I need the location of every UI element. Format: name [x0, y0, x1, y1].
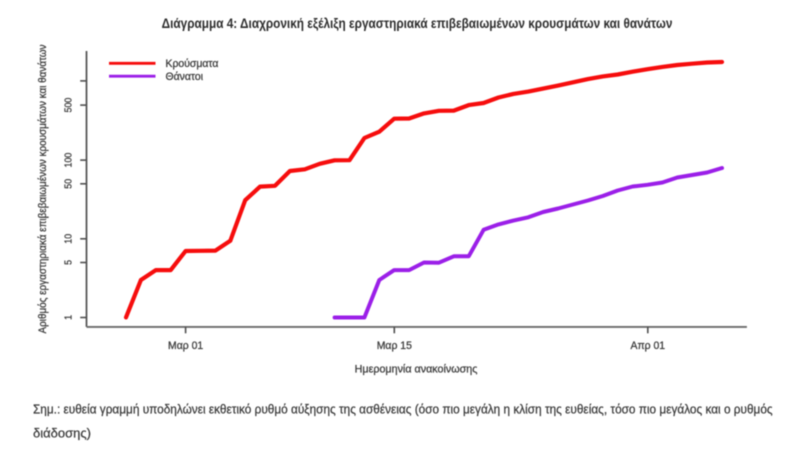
svg-text:5: 5	[63, 260, 75, 265]
svg-text:Απρ 01: Απρ 01	[630, 340, 665, 352]
svg-text:500: 500	[63, 98, 75, 113]
svg-text:10: 10	[63, 234, 75, 244]
svg-text:Θάνατοι: Θάνατοι	[166, 71, 204, 83]
svg-text:Μαρ 15: Μαρ 15	[377, 340, 412, 352]
svg-text:Αριθμός εργαστηριακά επιβεβαιω: Αριθμός εργαστηριακά επιβεβαιωμένων κρου…	[37, 45, 50, 334]
svg-text:100: 100	[63, 153, 75, 168]
svg-text:Σημ.: ευθεία γραμμή υποδηλώνει: Σημ.: ευθεία γραμμή υποδηλώνει εκθετικό …	[33, 402, 773, 417]
svg-text:Κρούσματα: Κρούσματα	[166, 58, 219, 70]
svg-text:Διάγραμμα 4: Διαχρονική εξέλιξ: Διάγραμμα 4: Διαχρονική εξέλιξη εργαστηρ…	[162, 16, 673, 31]
svg-text:διάδοσης): διάδοσης)	[33, 426, 91, 441]
svg-text:50: 50	[63, 179, 75, 189]
svg-text:Ημερομηνία ανακοίνωσης: Ημερομηνία ανακοίνωσης	[355, 363, 478, 375]
svg-text:1: 1	[63, 315, 75, 320]
svg-text:Μαρ 01: Μαρ 01	[168, 340, 203, 352]
